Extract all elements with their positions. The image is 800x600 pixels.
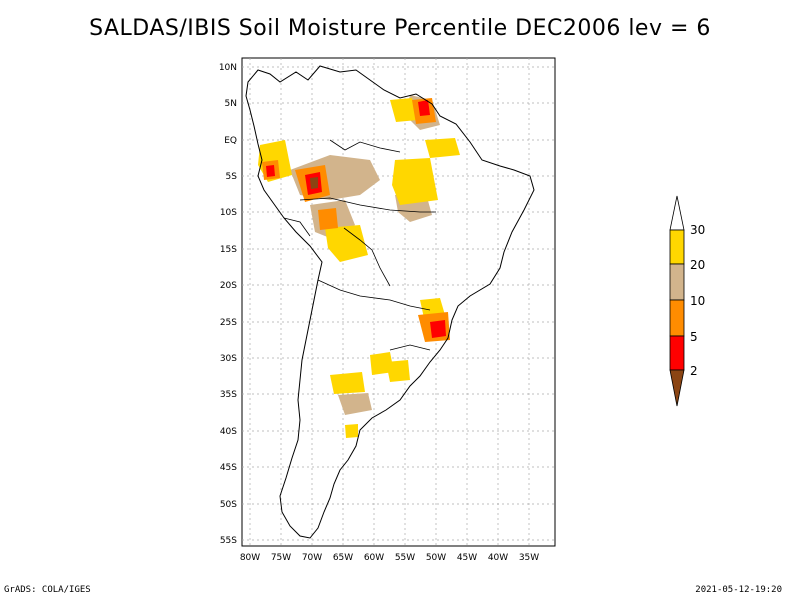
lat-label: 50S [220, 500, 237, 510]
colorbar-below-2 [669, 369, 685, 407]
lon-label: 35W [519, 553, 539, 563]
shade-patch [325, 225, 368, 262]
map-title: SALDAS/IBIS Soil Moisture Percentile DEC… [89, 16, 711, 41]
shade-patch [392, 158, 438, 205]
colorbar-label: 30 [690, 223, 705, 237]
lon-label: 45W [457, 553, 477, 563]
shade-patch [386, 360, 410, 382]
lon-label: 80W [240, 553, 260, 563]
colorbar-10-20 [669, 263, 685, 301]
lat-label: 5S [226, 172, 238, 182]
footer-credit: GrADS: COLA/IGES [4, 585, 91, 595]
lat-label: 5N [225, 99, 237, 109]
colorbar-2-5 [669, 335, 685, 371]
colorbar-above-30 [669, 195, 685, 231]
lat-label: 35S [220, 390, 237, 400]
lat-label: 10S [220, 208, 237, 218]
lon-label: 50W [426, 553, 446, 563]
shade-patch [266, 165, 275, 177]
lat-label: 55S [220, 536, 237, 546]
lat-label: 10N [219, 63, 237, 73]
colorbar-20-30 [669, 229, 685, 265]
gridlines [242, 58, 555, 546]
colorbar-5-10 [669, 299, 685, 337]
shade-patch [430, 320, 446, 338]
lon-label: 65W [333, 553, 353, 563]
colorbar-label: 2 [690, 364, 698, 378]
shade-patch [418, 100, 430, 116]
country-borders [283, 139, 436, 351]
shade-patch [318, 208, 338, 230]
lon-label: 55W [395, 553, 415, 563]
lat-label: 20S [220, 281, 237, 291]
shade-patch [390, 98, 418, 122]
colorbar-label: 5 [690, 330, 698, 344]
shade-patch [330, 372, 365, 394]
shade-patch [338, 393, 372, 415]
map-frame [241, 57, 556, 547]
lon-label: 70W [302, 553, 322, 563]
lon-labels: 80W 75W 70W 65W 60W 55W 50W 45W 40W 35W [240, 553, 539, 563]
lat-label: 45S [220, 463, 237, 473]
lon-label: 60W [364, 553, 384, 563]
lon-label: 40W [488, 553, 508, 563]
shade-patch [345, 424, 358, 438]
colorbar-label: 20 [690, 258, 705, 272]
shade-patch [425, 138, 460, 158]
shade-patch [310, 177, 318, 189]
soil-moisture-shading [258, 95, 460, 438]
lat-label: EQ [224, 136, 237, 146]
lat-labels: 10N 5N EQ 5S 10S 15S 20S 25S 30S 35S 40S… [219, 63, 237, 546]
colorbar-label: 10 [690, 294, 705, 308]
footer-timestamp: 2021-05-12-19:20 [695, 585, 782, 595]
lon-label: 75W [271, 553, 291, 563]
lat-label: 15S [220, 245, 237, 255]
colorbar: 30 20 10 5 2 [669, 195, 705, 407]
lat-label: 30S [220, 354, 237, 364]
coastline [245, 65, 535, 539]
lat-label: 25S [220, 318, 237, 328]
lat-label: 40S [220, 427, 237, 437]
